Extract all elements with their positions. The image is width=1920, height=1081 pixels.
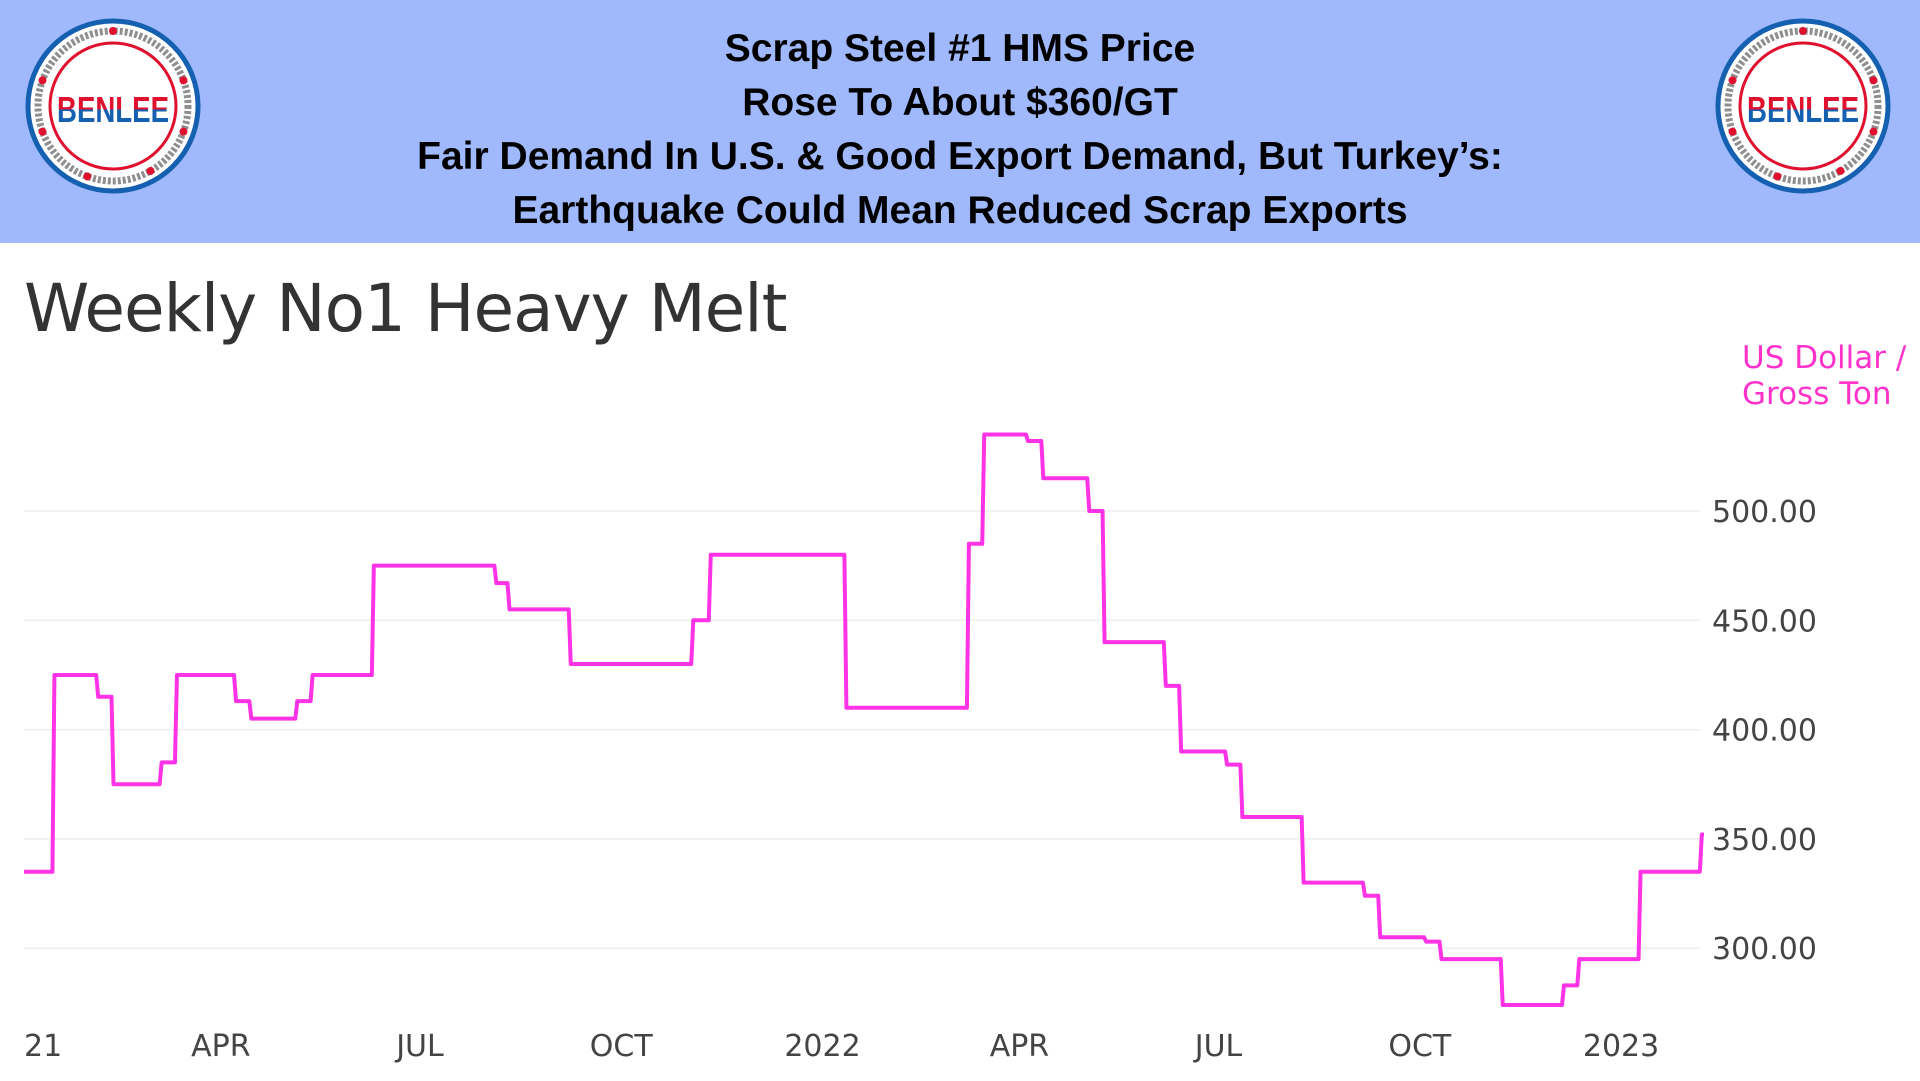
star-icon bbox=[146, 166, 155, 175]
y-tick-label: 350.00 bbox=[1712, 823, 1817, 858]
price-line bbox=[24, 432, 1704, 1008]
chart-title: Weekly No1 Heavy Melt bbox=[24, 270, 787, 347]
x-tick-label: OCT bbox=[590, 1029, 654, 1064]
benlee-logo-right: BENLEE bbox=[1715, 18, 1891, 194]
x-label-clip bbox=[0, 1000, 24, 1081]
unit-label-line: Gross Ton bbox=[1742, 376, 1892, 412]
star-icon bbox=[1869, 76, 1878, 85]
y-tick-label: 400.00 bbox=[1712, 714, 1817, 749]
headline-line: Earthquake Could Mean Reduced Scrap Expo… bbox=[512, 189, 1408, 232]
star-icon bbox=[1869, 127, 1878, 136]
x-tick-label: 2022 bbox=[784, 1029, 860, 1064]
logo-brand: BENLEE bbox=[1747, 89, 1859, 130]
logo-inner-ring bbox=[1738, 41, 1868, 171]
x-tick-label: APR bbox=[191, 1029, 250, 1064]
y-tick-label: 450.00 bbox=[1712, 604, 1817, 639]
star-icon bbox=[83, 172, 92, 181]
star-icon bbox=[179, 76, 188, 85]
headline-line: Rose To About $360/GT bbox=[742, 81, 1178, 124]
y-axis-unit-label: US Dollar / Gross Ton bbox=[1742, 340, 1906, 412]
y-tick-label: 300.00 bbox=[1712, 932, 1817, 967]
star-icon bbox=[1799, 27, 1807, 35]
x-tick-label: OCT bbox=[1388, 1029, 1452, 1064]
logo-inner-ring bbox=[48, 41, 178, 171]
star-icon bbox=[179, 127, 188, 136]
star-icon bbox=[1773, 172, 1782, 181]
benlee-logo-left: BENLEE bbox=[25, 18, 201, 194]
star-icon bbox=[1836, 166, 1845, 175]
x-tick-label: APR bbox=[990, 1029, 1049, 1064]
unit-label-line: US Dollar / bbox=[1742, 340, 1907, 376]
star-icon bbox=[38, 127, 47, 136]
star-icon bbox=[1728, 127, 1737, 136]
star-icon bbox=[109, 27, 117, 35]
x-tick-label: 2023 bbox=[1583, 1029, 1659, 1064]
headline: Scrap Steel #1 HMS Price Rose To About $… bbox=[260, 22, 1660, 238]
header-banner: Scrap Steel #1 HMS Price Rose To About $… bbox=[0, 0, 1920, 243]
headline-line: Scrap Steel #1 HMS Price bbox=[724, 27, 1196, 70]
star-icon bbox=[1728, 76, 1737, 85]
headline-line: Fair Demand In U.S. & Good Export Demand… bbox=[417, 135, 1503, 178]
star-icon bbox=[38, 76, 47, 85]
y-tick-label: 500.00 bbox=[1712, 495, 1817, 530]
logo-brand: BENLEE bbox=[57, 89, 169, 130]
x-tick-label: JUL bbox=[1193, 1029, 1243, 1064]
x-tick-label: JUL bbox=[394, 1029, 444, 1064]
